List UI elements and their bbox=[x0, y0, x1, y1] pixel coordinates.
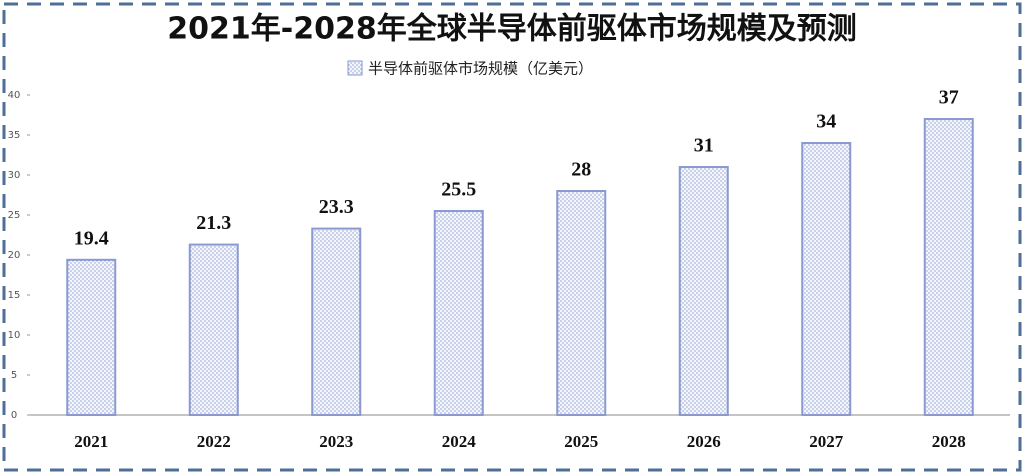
x-tick-label: 2024 bbox=[442, 432, 477, 451]
bar bbox=[188, 243, 239, 416]
x-tick-label: 2028 bbox=[932, 432, 966, 451]
value-label: 25.5 bbox=[441, 179, 476, 201]
bar bbox=[66, 258, 117, 416]
chart-title: 2021年-2028年全球半导体前驱体市场规模及预测 bbox=[167, 12, 856, 47]
bar bbox=[678, 166, 729, 416]
value-label: 19.4 bbox=[74, 227, 109, 249]
bar bbox=[556, 190, 607, 416]
x-tick-label: 2026 bbox=[687, 432, 721, 451]
bar bbox=[311, 227, 362, 416]
y-tick-label: 0 bbox=[11, 410, 17, 421]
x-tick-label: 2025 bbox=[564, 432, 598, 451]
y-tick-label: 15 bbox=[8, 290, 21, 301]
x-tick-label: 2021 bbox=[74, 432, 108, 451]
y-tick-label: 20 bbox=[8, 250, 21, 261]
legend-label: 半导体前驱体市场规模（亿美元） bbox=[368, 60, 593, 78]
bar bbox=[923, 118, 974, 416]
value-label: 21.3 bbox=[196, 212, 231, 234]
y-tick-label: 10 bbox=[8, 330, 21, 341]
y-tick-label: 35 bbox=[8, 130, 21, 141]
x-tick-label: 2022 bbox=[197, 432, 231, 451]
value-label: 34 bbox=[816, 111, 836, 133]
y-tick-label: 30 bbox=[8, 170, 21, 181]
y-tick-label: 5 bbox=[11, 370, 17, 381]
y-tick-label: 25 bbox=[8, 210, 21, 221]
value-label: 23.3 bbox=[319, 196, 354, 218]
value-label: 28 bbox=[571, 159, 591, 181]
x-tick-label: 2023 bbox=[319, 432, 353, 451]
value-label: 37 bbox=[939, 87, 959, 109]
bar bbox=[433, 210, 484, 416]
y-tick-label: 40 bbox=[8, 90, 21, 101]
value-label: 31 bbox=[694, 135, 714, 157]
legend-swatch bbox=[347, 60, 363, 76]
x-tick-label: 2027 bbox=[809, 432, 844, 451]
bar bbox=[801, 142, 852, 416]
